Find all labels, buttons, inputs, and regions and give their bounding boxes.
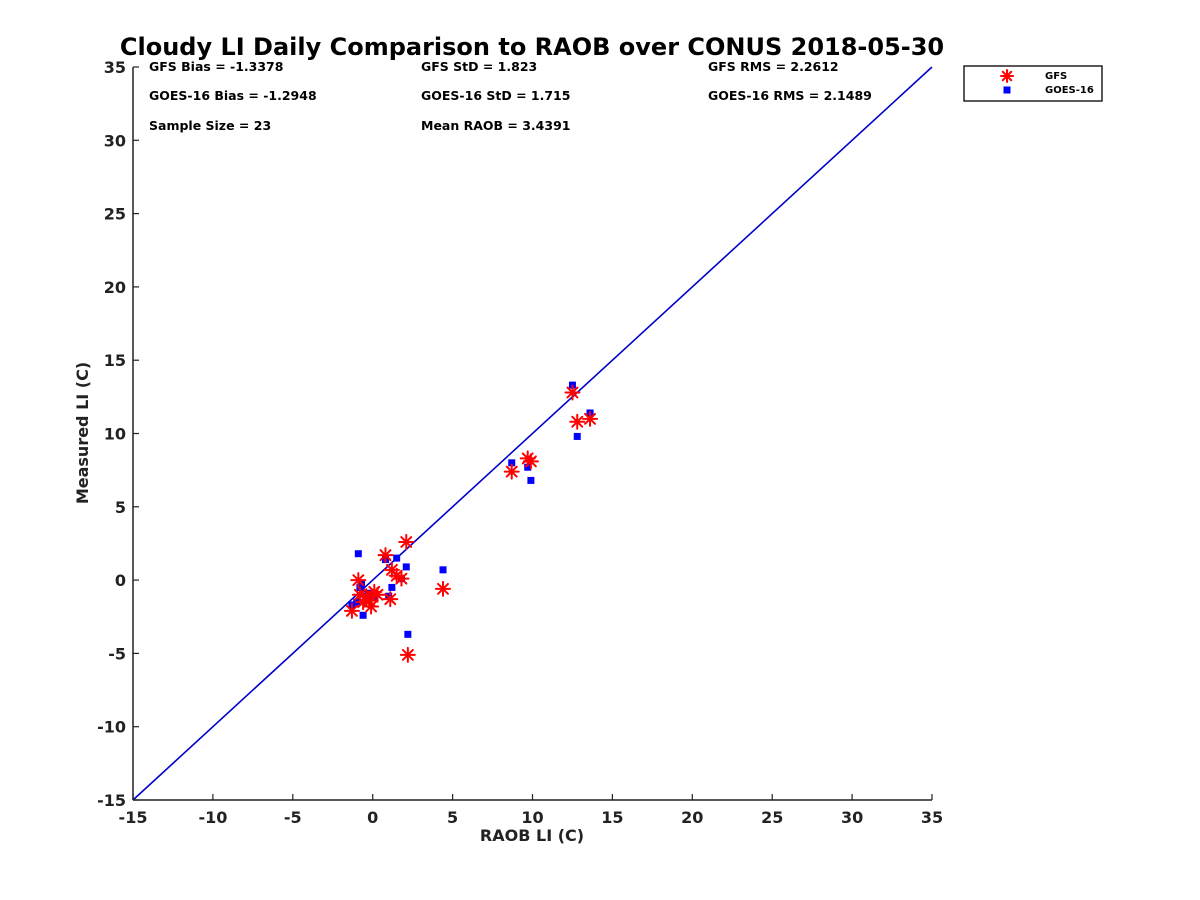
gfs-point xyxy=(435,580,452,597)
x-tick-label: -15 xyxy=(119,808,148,827)
gfs-point xyxy=(522,453,539,470)
gfs-point xyxy=(564,384,581,401)
goes16-point xyxy=(388,583,396,591)
y-tick-label: 5 xyxy=(115,498,126,517)
x-tick-label: 25 xyxy=(761,808,783,827)
stat-text: GOES-16 RMS = 2.1489 xyxy=(708,88,872,103)
y-tick-label: 15 xyxy=(104,351,126,370)
goes16-point xyxy=(439,566,447,574)
legend: GFS GOES-16 xyxy=(963,65,1103,102)
legend-gfs-marker xyxy=(1000,69,1014,83)
goes16-point xyxy=(508,459,516,467)
stat-text: Mean RAOB = 3.4391 xyxy=(421,118,570,133)
goes16-point xyxy=(524,463,532,471)
goes16-point xyxy=(354,550,362,558)
gfs-point xyxy=(569,413,586,430)
legend-goes16-marker xyxy=(1003,86,1011,94)
gfs-point xyxy=(369,586,386,603)
y-tick-label: 25 xyxy=(104,205,126,224)
x-tick-label: 35 xyxy=(921,808,943,827)
x-axis-label: RAOB LI (C) xyxy=(480,826,584,845)
goes16-point xyxy=(527,476,535,484)
gfs-point xyxy=(503,463,520,480)
goes16-point xyxy=(402,563,410,571)
chart-title: Cloudy LI Daily Comparison to RAOB over … xyxy=(120,33,944,61)
stat-text: GFS Bias = -1.3378 xyxy=(149,59,283,74)
one-to-one-line xyxy=(132,66,933,801)
x-tick-label: 5 xyxy=(447,808,458,827)
gfs-point xyxy=(377,547,394,564)
stat-text: GFS RMS = 2.2612 xyxy=(708,59,839,74)
gfs-point xyxy=(382,591,399,608)
gfs-point xyxy=(350,572,367,589)
goes16-point xyxy=(573,432,581,440)
gfs-point xyxy=(361,592,378,609)
y-tick-label: -10 xyxy=(97,718,126,737)
x-tick-label: 0 xyxy=(367,808,378,827)
goes16-point xyxy=(393,554,401,562)
legend-box xyxy=(963,65,1103,102)
x-tick-label: 20 xyxy=(681,808,703,827)
y-tick-label: 30 xyxy=(104,131,126,150)
gfs-point xyxy=(343,602,360,619)
x-tick-label: -5 xyxy=(284,808,302,827)
y-tick-label: -15 xyxy=(97,791,126,810)
y-tick-label: 10 xyxy=(104,425,126,444)
y-tick-label: 20 xyxy=(104,278,126,297)
x-tick-label: -10 xyxy=(198,808,227,827)
y-tick-label: 0 xyxy=(115,571,126,590)
gfs-point xyxy=(399,646,416,663)
gfs-point xyxy=(393,570,410,587)
y-axis-label: Measured LI (C) xyxy=(73,362,92,504)
gfs-point xyxy=(398,533,415,550)
stat-text: GOES-16 Bias = -1.2948 xyxy=(149,88,317,103)
goes16-point xyxy=(404,630,412,638)
x-tick-label: 10 xyxy=(521,808,543,827)
legend-goes16-label: GOES-16 xyxy=(1045,85,1094,96)
x-tick-label: 15 xyxy=(601,808,623,827)
gfs-point xyxy=(582,410,599,427)
stat-text: Sample Size = 23 xyxy=(149,118,271,133)
stat-text: GFS StD = 1.823 xyxy=(421,59,537,74)
goes16-point xyxy=(359,611,367,619)
stat-text: GOES-16 StD = 1.715 xyxy=(421,88,570,103)
y-tick-label: 35 xyxy=(104,58,126,77)
x-tick-label: 30 xyxy=(841,808,863,827)
legend-gfs-label: GFS xyxy=(1045,71,1067,82)
y-tick-label: -5 xyxy=(108,644,126,663)
